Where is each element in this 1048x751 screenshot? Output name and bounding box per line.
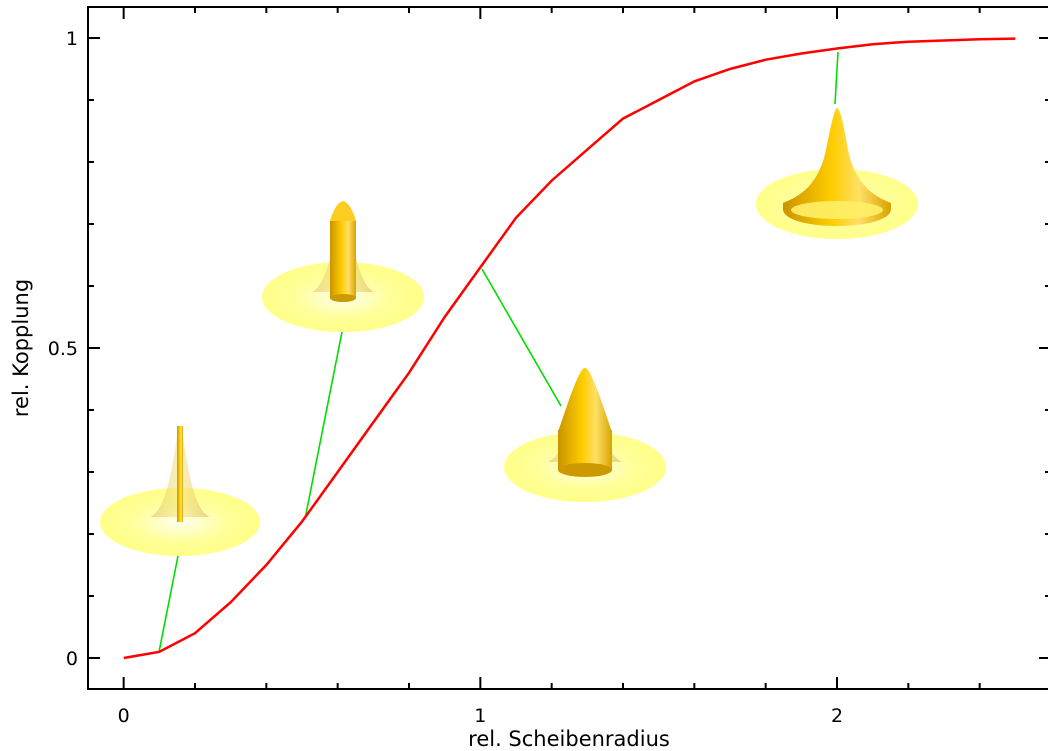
leader-line-4 [834, 51, 839, 105]
illustration-1 [100, 426, 260, 556]
y-tick-label: 0.5 [48, 338, 78, 360]
illustration-4 [756, 108, 918, 239]
data-line [123, 37, 1016, 660]
y-axis-label: rel. Kopplung [9, 279, 33, 417]
axis-ticks [88, 7, 1048, 689]
leader-line-2 [304, 331, 343, 520]
x-axis-label: rel. Scheibenradius [468, 727, 670, 751]
x-tick-label: 1 [474, 705, 486, 727]
leader-lines [158, 51, 839, 653]
illustration-2 [262, 201, 424, 332]
y-tick-label: 1 [66, 28, 78, 50]
tick-labels: 0 1 2 0 0.5 1 [48, 28, 843, 727]
x-tick-label: 0 [118, 705, 130, 727]
leader-line-3 [481, 268, 562, 407]
y-tick-label: 0 [66, 648, 78, 670]
illustration-3 [504, 368, 666, 502]
x-tick-label: 2 [831, 705, 843, 727]
plot-frame [87, 6, 1048, 690]
leader-line-1 [158, 555, 179, 653]
